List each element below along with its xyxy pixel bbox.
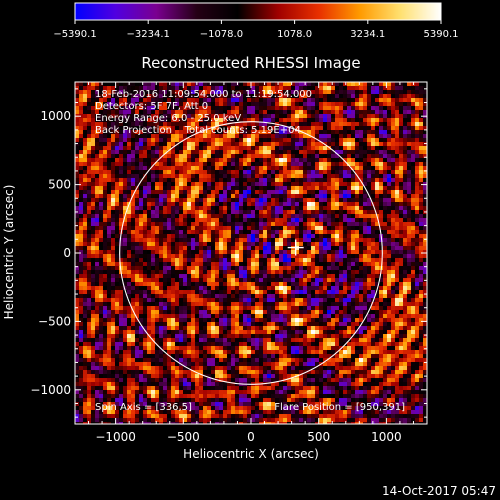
flare-position-marker (287, 239, 304, 256)
chart-title: Reconstructed RHESSI Image (141, 54, 360, 72)
axis-ticks: −1000 −500 0 500 1000 −1000 −500 0 500 1000 (30, 82, 427, 444)
x-axis-label: Heliocentric X (arcsec) (183, 447, 319, 461)
x-tick-label: 500 (307, 430, 330, 444)
colorbar-ticks: −5390.1 −3234.1 −1078.0 1078.0 3234.1 5390.1 (53, 20, 459, 40)
colorbar-tick-label: −5390.1 (53, 29, 96, 40)
x-tick-label: −500 (167, 430, 200, 444)
colorbar-frame (74, 2, 442, 21)
colorbar-tick-label: −3234.1 (127, 29, 170, 40)
colorbar-tick-label: 5390.1 (424, 29, 459, 40)
y-tick-label: −500 (38, 314, 71, 328)
heatmap-image (75, 82, 427, 424)
y-tick-label: 0 (63, 246, 71, 260)
x-tick-label: 0 (247, 430, 255, 444)
y-tick-label: 1000 (40, 109, 71, 123)
colorbar: −5390.1 −3234.1 −1078.0 1078.0 3234.1 5390.1 (53, 2, 459, 40)
x-tick-label: −1000 (95, 430, 136, 444)
solar-limb-circle (119, 121, 383, 385)
colorbar-tick-label: 1078.0 (277, 29, 312, 40)
info-energy-range: Energy Range: 6.0 - 25.0 keV (95, 113, 241, 124)
info-method-counts: Back Projection Total counts: 5.19E+04 (95, 125, 301, 136)
footer-timestamp: 14-Oct-2017 05:47 (382, 484, 496, 498)
colorbar-tick-label: 3234.1 (350, 29, 385, 40)
y-tick-label: −1000 (30, 383, 71, 397)
y-tick-label: 500 (48, 178, 71, 192)
colorbar-tick-label: −1078.0 (200, 29, 243, 40)
spin-axis-label: Spin Axis = [336,5] (95, 402, 192, 413)
info-time-range: 18-Feb-2016 11:09:54.000 to 11:19:54.000 (95, 89, 312, 100)
info-annotation: 18-Feb-2016 11:09:54.000 to 11:19:54.000… (95, 89, 405, 413)
colorbar-bar (75, 3, 441, 20)
x-tick-label: 1000 (371, 430, 402, 444)
info-detectors: Detectors: 5F 7F, Att 0 (95, 101, 208, 112)
y-axis-label: Heliocentric Y (arcsec) (2, 185, 16, 320)
flare-position-label: Flare Position = [950,391] (274, 402, 405, 413)
plot-area: −1000 −500 0 500 1000 −1000 −500 0 500 1000 (30, 81, 428, 444)
